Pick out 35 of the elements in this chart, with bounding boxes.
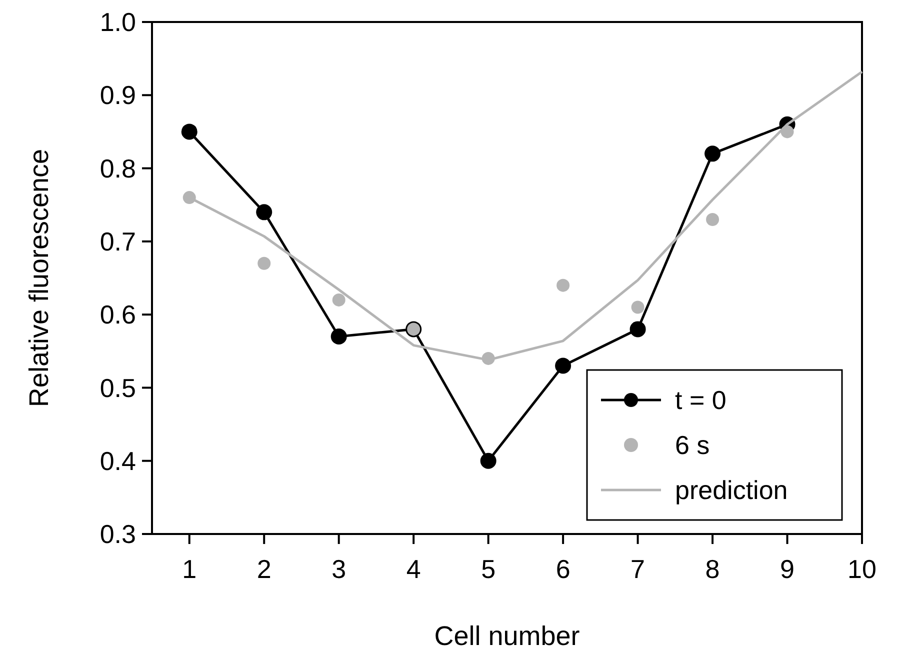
- x-tick-label: 2: [256, 554, 272, 584]
- point: [258, 256, 271, 270]
- y-tick-label: 1.0: [100, 7, 136, 38]
- point: [555, 358, 572, 374]
- x-tick-label: 1: [182, 554, 197, 584]
- x-tick-label: 10: [848, 554, 876, 584]
- point: [330, 328, 347, 345]
- point: [704, 146, 721, 162]
- point: [630, 321, 646, 338]
- point: [631, 300, 644, 314]
- x-tick-label: 9: [780, 554, 794, 584]
- point: [256, 204, 272, 220]
- point: [181, 124, 198, 140]
- x-tick-label: 7: [630, 554, 646, 584]
- y-tick-label: 0.6: [100, 300, 136, 330]
- y-tick-label: 0.8: [100, 153, 136, 184]
- legend-label: prediction: [675, 475, 788, 506]
- legend-label: 6 s: [675, 430, 710, 460]
- x-tick-label: 5: [481, 554, 496, 584]
- x-axis-title: Cell number: [434, 621, 580, 651]
- y-tick-label: 0.4: [100, 446, 136, 476]
- point: [706, 212, 720, 226]
- x-tick-label: 3: [332, 554, 346, 584]
- x-tick-label: 8: [705, 554, 720, 584]
- y-tick-label: 0.9: [100, 80, 136, 110]
- y-tick-label: 0.5: [100, 372, 136, 403]
- point: [556, 278, 570, 292]
- y-axis-title: Relative fluorescence: [24, 148, 54, 408]
- point: [332, 293, 346, 306]
- point: [480, 452, 496, 469]
- y-tick-label: 0.7: [100, 226, 136, 257]
- x-tick-label: 6: [556, 554, 570, 584]
- legend-label: t = 0: [675, 385, 726, 416]
- y-tick-label: 0.3: [100, 519, 136, 550]
- x-tick-label: 4: [406, 554, 421, 584]
